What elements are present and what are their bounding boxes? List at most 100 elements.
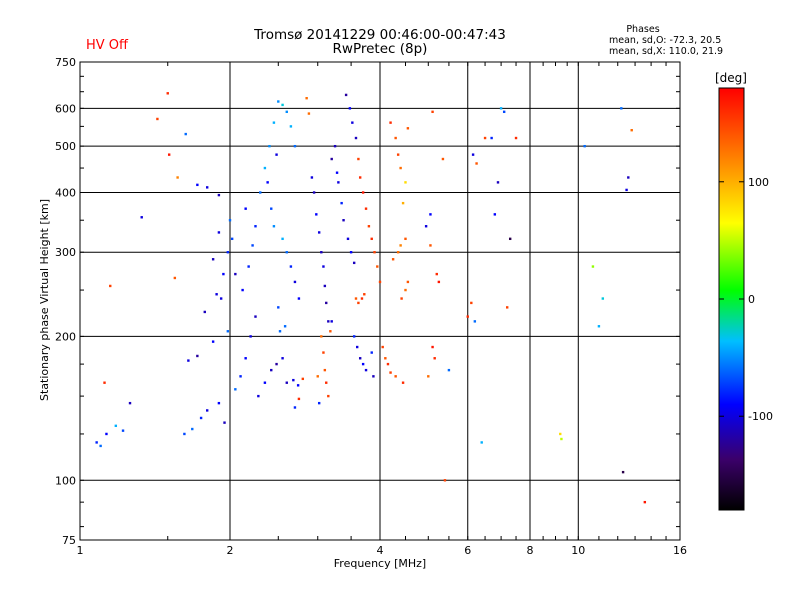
data-point: [215, 293, 218, 296]
data-point: [352, 261, 356, 265]
data-point: [389, 121, 392, 124]
data-point: [431, 345, 434, 349]
phases-title: Phases: [626, 24, 659, 35]
data-point: [217, 231, 221, 234]
data-point: [283, 325, 287, 328]
data-point: [275, 362, 278, 366]
data-point: [114, 424, 118, 428]
data-point: [396, 251, 400, 254]
data-point: [376, 265, 379, 268]
data-point: [429, 213, 432, 216]
y-tick-label: 400: [55, 186, 76, 199]
data-point: [357, 301, 360, 305]
data-point: [270, 368, 273, 372]
data-point: [278, 330, 282, 333]
data-point: [370, 237, 373, 241]
data-point: [404, 237, 407, 241]
data-point: [363, 293, 366, 296]
data-point: [643, 500, 647, 504]
data-point: [140, 216, 143, 219]
data-point: [493, 213, 497, 216]
data-point: [346, 237, 350, 241]
data-point: [199, 416, 203, 420]
data-point: [297, 397, 301, 401]
data-point: [364, 207, 368, 210]
data-point: [305, 96, 308, 100]
data-point: [277, 306, 280, 309]
colorbar-label: [deg]: [715, 71, 747, 85]
data-point: [508, 237, 512, 241]
data-point: [400, 297, 403, 300]
data-point: [601, 297, 605, 300]
data-point: [367, 225, 371, 228]
data-point: [337, 181, 340, 184]
data-point: [205, 409, 209, 412]
data-point: [627, 176, 630, 179]
data-point: [226, 330, 230, 333]
data-point: [292, 378, 295, 382]
data-point: [394, 375, 397, 378]
data-point: [244, 207, 247, 210]
phases-mean-x: mean, sd,X: 110.0, 21.9: [609, 46, 723, 57]
data-point: [384, 357, 387, 360]
data-point: [499, 107, 503, 110]
data-point: [514, 136, 518, 140]
data-point: [502, 110, 506, 114]
data-point: [437, 280, 441, 284]
data-point: [471, 153, 475, 156]
data-point: [247, 265, 250, 268]
data-point: [483, 136, 487, 140]
data-point: [389, 371, 392, 374]
data-point: [223, 421, 226, 424]
data-point: [249, 335, 252, 338]
chart-title-line1: Tromsø 20141229 00:46:00-00:47:43: [253, 27, 506, 43]
data-point: [373, 251, 376, 254]
data-point: [441, 157, 445, 161]
data-point: [621, 470, 625, 474]
data-point: [167, 153, 171, 156]
data-point: [351, 121, 354, 124]
data-point: [322, 265, 325, 268]
data-point: [251, 244, 254, 247]
data-point: [327, 320, 330, 323]
data-point: [281, 103, 284, 107]
data-point: [475, 162, 478, 165]
chart-title-line2: RwPretec (8p): [333, 41, 428, 57]
hv-status: HV Off: [86, 38, 129, 53]
data-point: [312, 191, 316, 194]
data-point: [496, 181, 500, 184]
data-point: [121, 429, 125, 432]
data-point: [560, 437, 563, 441]
data-point: [404, 288, 407, 292]
data-points: [95, 92, 647, 504]
y-tick-label: 200: [55, 330, 76, 343]
data-point: [95, 441, 98, 444]
data-point: [263, 166, 267, 170]
data-point: [187, 359, 190, 362]
data-point: [191, 427, 194, 431]
data-point: [352, 335, 356, 338]
data-point: [184, 132, 187, 136]
data-point: [217, 401, 221, 405]
data-point: [222, 272, 225, 276]
colorbar-tick-label: 100: [748, 176, 769, 189]
y-tick-label: 100: [55, 474, 76, 487]
data-point: [211, 340, 215, 343]
data-point: [128, 401, 132, 405]
x-tick-label: 1: [77, 544, 84, 557]
data-point: [325, 381, 328, 384]
colorbar-ticks: 100 0 -100: [719, 176, 773, 423]
data-point: [404, 181, 407, 184]
data-point: [349, 251, 353, 254]
data-point: [293, 280, 297, 284]
data-point: [329, 330, 332, 333]
data-point: [320, 251, 323, 254]
data-point: [370, 351, 373, 354]
data-point: [323, 368, 327, 372]
data-point: [330, 320, 333, 323]
data-point: [226, 251, 230, 254]
data-point: [424, 225, 428, 228]
data-point: [344, 93, 348, 97]
